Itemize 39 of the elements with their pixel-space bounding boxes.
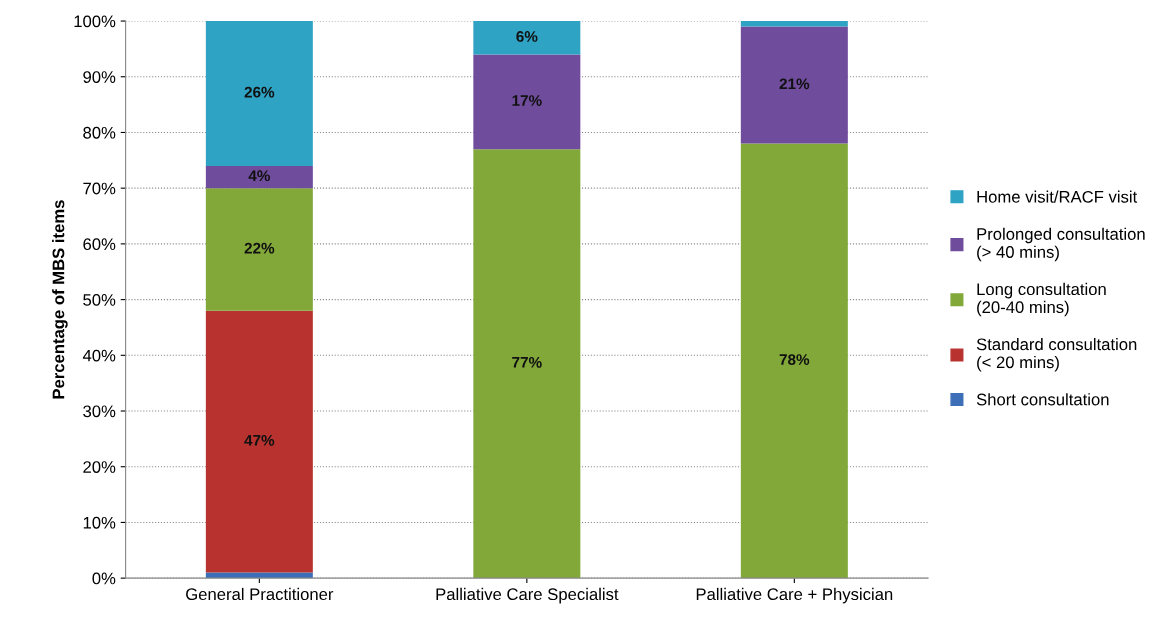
- bar: [205, 165, 313, 189]
- y-tick-label: 10%: [83, 516, 116, 529]
- y-tick-label: 30%: [83, 405, 116, 418]
- legend-label: Long consultation (20-40 mins): [977, 282, 1106, 317]
- y-tick-label: 60%: [83, 238, 116, 251]
- bar: [205, 310, 313, 573]
- y-tick-label: 100%: [74, 15, 116, 28]
- y-tick-label: 50%: [83, 294, 116, 306]
- bar: [205, 21, 313, 166]
- data-label: 6%: [516, 31, 538, 42]
- data-label: 78%: [779, 354, 810, 365]
- y-tick-label: 40%: [82, 349, 116, 362]
- bar: [740, 26, 848, 144]
- bar: [473, 54, 581, 150]
- bar: [205, 188, 313, 311]
- y-tick-label: 0%: [92, 572, 116, 585]
- data-label: 77%: [512, 356, 542, 368]
- y-tick-label: 20%: [83, 461, 116, 473]
- data-label: 21%: [779, 78, 810, 90]
- bar: [473, 149, 581, 579]
- data-label: 17%: [512, 95, 542, 106]
- y-tick-label: 90%: [83, 71, 116, 83]
- y-axis-title: Percentage of MBS items: [52, 200, 68, 399]
- legend-label: Home visit/RACF visit: [977, 190, 1138, 203]
- y-tick-label: 70%: [83, 182, 116, 195]
- legend-label: Standard consultation (< 20 mins): [976, 338, 1137, 372]
- data-label: 22%: [244, 242, 275, 254]
- data-label: 47%: [244, 434, 275, 446]
- bar: [473, 21, 581, 55]
- bar: [740, 143, 848, 579]
- y-tick-label: 80%: [83, 126, 116, 139]
- legend-label: Short consultation: [976, 393, 1109, 406]
- data-label: 26%: [244, 86, 275, 98]
- data-label: 4%: [248, 170, 270, 182]
- bar: [740, 21, 848, 27]
- legend-label: Prolonged consultation (> 40 mins): [977, 227, 1145, 262]
- x-tick-label: Palliative Care Specialist: [436, 587, 619, 604]
- x-tick-label: Palliative Care + Physician: [696, 587, 893, 604]
- x-tick-label: General Practitioner: [186, 587, 334, 601]
